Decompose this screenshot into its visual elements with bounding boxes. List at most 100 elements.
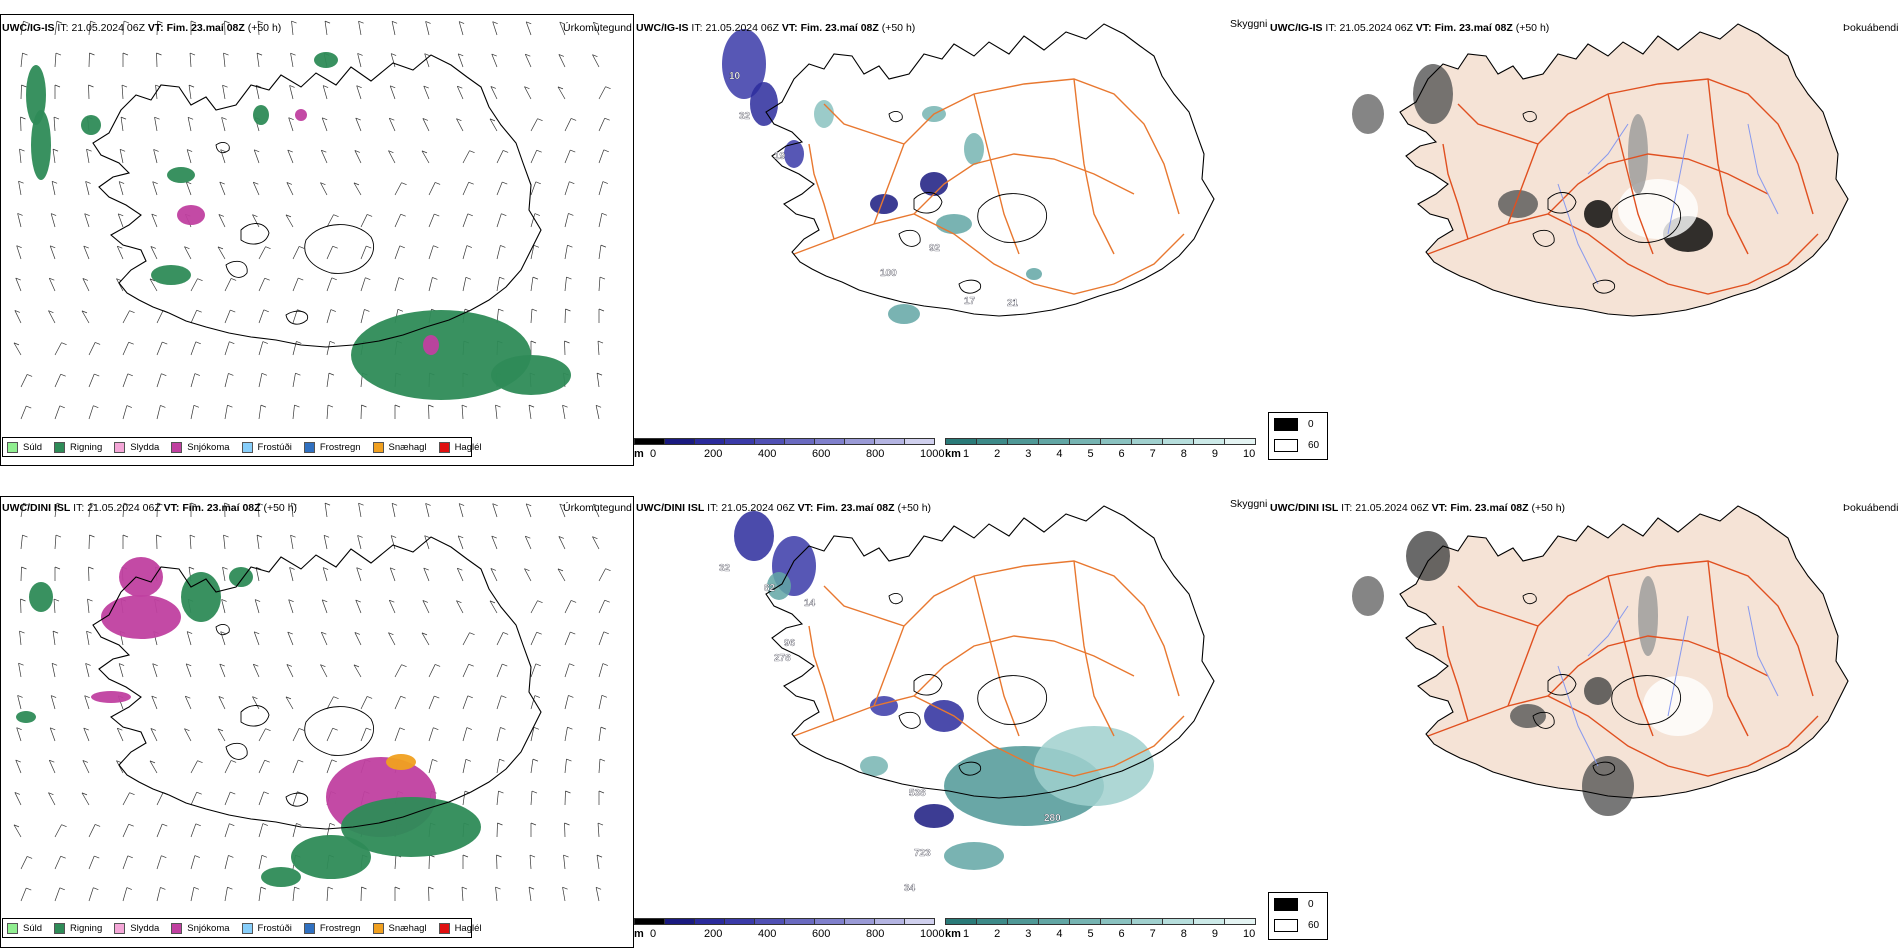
wind-barb-flag bbox=[424, 535, 430, 539]
visibility-area bbox=[734, 511, 774, 561]
wind-barb-flag bbox=[321, 631, 327, 635]
wind-barb-flag bbox=[535, 663, 541, 667]
wind-barb-flag bbox=[81, 310, 88, 314]
wind-barb bbox=[253, 149, 260, 164]
scale-tick: 9 bbox=[1211, 928, 1218, 940]
wind-barb-flag bbox=[162, 341, 168, 345]
wind-barb bbox=[564, 118, 572, 132]
wind-barb-flag bbox=[535, 181, 541, 185]
wind-barb bbox=[564, 181, 570, 196]
wind-barb-flag bbox=[366, 727, 372, 731]
wind-barb-flag bbox=[149, 278, 156, 282]
wind-barb-flag bbox=[324, 20, 331, 24]
wind-barb bbox=[458, 21, 464, 36]
scale-segment bbox=[1224, 438, 1256, 445]
wind-barb-flag bbox=[153, 149, 159, 152]
wind-barb-flag bbox=[566, 276, 572, 280]
legend-item: Frostregn bbox=[303, 441, 361, 453]
wind-barb bbox=[320, 182, 328, 196]
river-line bbox=[1557, 183, 1599, 285]
wind-barb bbox=[595, 887, 600, 902]
wind-barb-flag bbox=[489, 118, 496, 122]
wind-barb-flag bbox=[88, 566, 94, 570]
wind-barb bbox=[292, 887, 295, 902]
wind-barb-flag bbox=[394, 404, 401, 408]
wind-barb bbox=[360, 727, 367, 742]
legend-label: Frostúði bbox=[257, 922, 292, 934]
wind-barb bbox=[564, 727, 568, 742]
wind-barb bbox=[530, 695, 536, 710]
wind-barb bbox=[358, 503, 362, 518]
wind-barb-flag bbox=[399, 727, 405, 731]
wind-barb-flag bbox=[401, 182, 407, 185]
wind-barb-flag bbox=[328, 372, 335, 376]
wind-barb bbox=[320, 664, 328, 678]
wind-barb bbox=[592, 536, 600, 550]
wind-barb-flag bbox=[421, 632, 428, 636]
wind-barb-flag bbox=[187, 149, 193, 152]
visibility-area bbox=[784, 140, 804, 168]
wind-barb bbox=[355, 599, 362, 614]
fog-area bbox=[1510, 704, 1546, 728]
wind-barb-flag bbox=[364, 309, 370, 312]
visibility-area bbox=[870, 696, 898, 716]
wind-barb-flag bbox=[185, 695, 191, 699]
wind-barb-flag bbox=[220, 631, 226, 635]
wind-barb-flag bbox=[196, 309, 202, 313]
wind-barb bbox=[326, 405, 329, 420]
scale-segment bbox=[976, 438, 1008, 445]
wind-barb bbox=[286, 664, 294, 678]
wind-barb-flag bbox=[595, 404, 602, 408]
wind-barb-flag bbox=[603, 149, 609, 153]
wind-barb bbox=[116, 728, 124, 742]
wind-barb bbox=[360, 277, 366, 292]
glacier-outline bbox=[958, 279, 982, 294]
wind-barb bbox=[156, 405, 161, 420]
wind-barb bbox=[13, 342, 22, 356]
wind-barb-flag bbox=[13, 824, 20, 828]
wind-barb bbox=[322, 567, 328, 582]
wind-barb-flag bbox=[558, 536, 564, 539]
legend-label: Frostregn bbox=[319, 441, 361, 453]
wind-barb-flag bbox=[261, 372, 268, 376]
wind-barb bbox=[389, 567, 396, 582]
wind-barb bbox=[83, 727, 90, 742]
wind-barb bbox=[326, 246, 334, 260]
wind-barb-flag bbox=[14, 792, 20, 795]
wind-barb-flag bbox=[83, 245, 89, 249]
wind-barb-flag bbox=[118, 213, 124, 217]
wind-barb bbox=[122, 373, 129, 388]
wind-barb-flag bbox=[127, 855, 133, 859]
wind-barb-flag bbox=[467, 213, 473, 217]
scale-segment bbox=[1007, 438, 1039, 445]
wind-barb bbox=[156, 792, 164, 806]
wind-barb-flag bbox=[51, 213, 57, 216]
wind-barb bbox=[598, 149, 605, 164]
road-line bbox=[873, 78, 1180, 225]
wind-barb bbox=[258, 760, 266, 774]
precip-area bbox=[167, 167, 195, 183]
wind-barb bbox=[20, 405, 27, 420]
wind-barb-flag bbox=[332, 727, 338, 731]
wind-barb bbox=[190, 405, 195, 420]
glacier-outline bbox=[898, 711, 921, 729]
wind-barb bbox=[530, 727, 535, 742]
wind-barb bbox=[563, 855, 566, 870]
road-line bbox=[1073, 560, 1115, 737]
wind-barb-flag bbox=[187, 631, 193, 634]
wind-barb-flag bbox=[260, 886, 267, 890]
wind-barb-flag bbox=[285, 696, 292, 700]
wind-barb-flag bbox=[289, 85, 295, 88]
fog-area bbox=[1582, 756, 1634, 816]
road-line bbox=[1073, 78, 1115, 255]
wind-barb-flag bbox=[365, 277, 371, 281]
legend-swatch bbox=[171, 922, 183, 934]
wind-barb-flag bbox=[90, 502, 96, 506]
wind-barb bbox=[355, 117, 362, 132]
visibility-value-label: 34 bbox=[904, 883, 916, 894]
wind-barb bbox=[323, 535, 328, 550]
wind-barb-flag bbox=[356, 85, 362, 89]
visibility-value-label: 92 bbox=[929, 243, 941, 254]
precip-area bbox=[261, 867, 301, 887]
wind-barb bbox=[489, 600, 498, 614]
